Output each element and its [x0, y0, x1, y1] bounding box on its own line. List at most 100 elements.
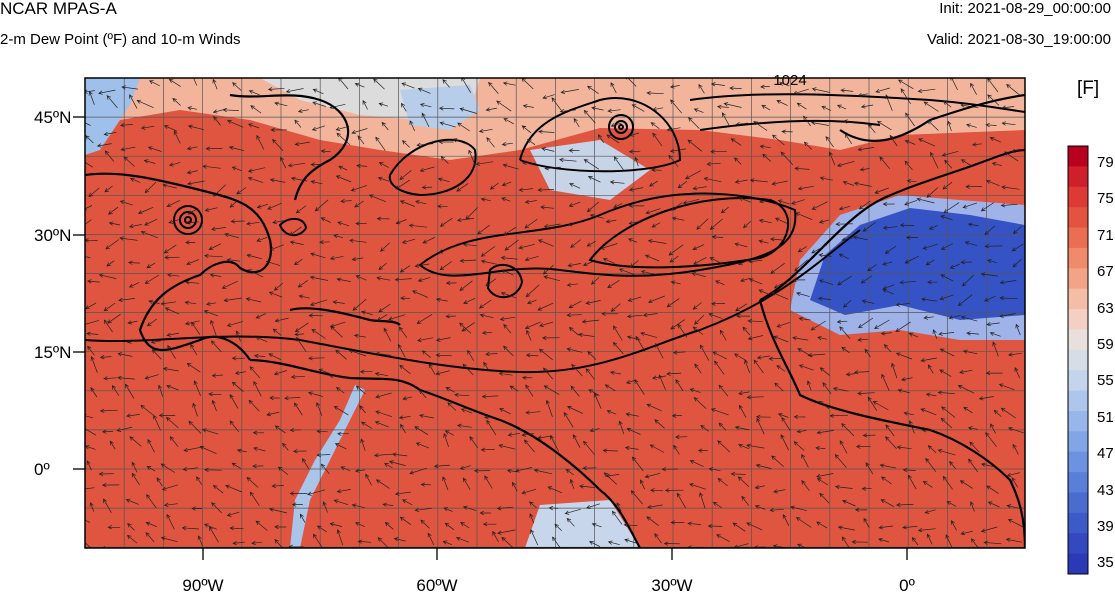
- wind-vector: [548, 505, 559, 511]
- wind-vector: [625, 412, 640, 417]
- wind-vector: [566, 347, 583, 353]
- lat-label-30n: 30ºN: [34, 226, 71, 245]
- wind-vector: [607, 280, 620, 289]
- wind-vector: [496, 100, 512, 112]
- wind-vector: [709, 257, 721, 264]
- wind-vector: [209, 273, 222, 278]
- wind-vector: [610, 303, 621, 312]
- lon-label-prime-meridian: 0º: [899, 576, 915, 595]
- wind-vector: [774, 382, 784, 392]
- wind-vector: [268, 291, 283, 298]
- wind-vector: [125, 498, 139, 505]
- wind-vector: [792, 336, 809, 341]
- wind-vector: [966, 331, 980, 336]
- wind-vector: [989, 331, 1001, 337]
- wind-vector: [482, 521, 497, 527]
- wind-vector: [435, 353, 452, 358]
- wind-vector: [885, 94, 893, 111]
- contour-line: [689, 93, 1025, 113]
- wind-vector: [150, 339, 161, 344]
- wind-vector: [399, 170, 412, 180]
- wind-vector: [862, 433, 876, 438]
- wind-vector: [221, 280, 238, 289]
- wind-vector: [316, 525, 327, 533]
- wind-vector: [755, 414, 771, 420]
- colorbar-swatch: [1068, 431, 1088, 453]
- wind-vector: [609, 370, 622, 375]
- wind-vector: [208, 392, 222, 397]
- wind-vector: [1001, 121, 1016, 126]
- wind-vector: [146, 262, 156, 269]
- coastline-north-africa: [759, 148, 1025, 301]
- wind-vector: [137, 206, 154, 215]
- wind-vector: [986, 259, 997, 264]
- wind-vector: [402, 499, 413, 506]
- wind-vector: [334, 443, 347, 450]
- wind-vector: [248, 89, 260, 96]
- wind-vector: [817, 335, 828, 341]
- wind-vector: [889, 134, 898, 147]
- wind-vector: [716, 534, 730, 543]
- wind-vector: [957, 385, 975, 394]
- wind-vector: [944, 159, 953, 169]
- wind-vector: [900, 88, 911, 105]
- wind-vector: [231, 166, 242, 172]
- wind-vector: [803, 115, 811, 127]
- wind-vector: [857, 92, 868, 98]
- wind-vector: [352, 298, 367, 311]
- wind-vector: [359, 405, 366, 414]
- wind-vector: [642, 312, 658, 318]
- wind-vector: [663, 541, 680, 546]
- wind-vector: [168, 78, 181, 87]
- coastline-europe: [839, 93, 1025, 142]
- wind-vector: [355, 275, 367, 281]
- wind-vector: [186, 170, 198, 175]
- wind-vector: [274, 317, 289, 323]
- wind-vector: [336, 489, 351, 494]
- wind-vector: [797, 185, 814, 191]
- wind-vector: [790, 199, 805, 205]
- wind-vector: [916, 197, 935, 204]
- wind-vector: [950, 520, 957, 531]
- wind-vector: [587, 85, 599, 94]
- wind-vector: [376, 216, 390, 221]
- wind-vector: [223, 297, 243, 303]
- wind-vector: [980, 526, 998, 533]
- wind-vector: [630, 490, 643, 505]
- wind-vector: [564, 549, 575, 553]
- wind-vector: [712, 501, 722, 509]
- wind-vector: [942, 100, 952, 108]
- wind-vector: [398, 415, 411, 420]
- wind-vector: [253, 446, 266, 452]
- wind-vector: [374, 371, 389, 377]
- coastline-west-africa: [758, 299, 1025, 548]
- wind-vector: [666, 371, 682, 376]
- contour-value-label: 1024: [773, 72, 806, 89]
- wind-vector: [962, 349, 978, 355]
- wind-vector: [538, 129, 555, 134]
- wind-vector: [269, 395, 280, 401]
- wind-vector: [853, 181, 872, 187]
- wind-vector: [835, 221, 854, 227]
- wind-vector: [522, 160, 536, 166]
- wind-vector: [965, 184, 982, 189]
- wind-vector: [120, 146, 136, 152]
- wind-vector: [428, 363, 436, 375]
- wind-vector: [320, 149, 331, 154]
- wind-vector: [963, 406, 973, 414]
- wind-vector: [922, 481, 933, 488]
- wind-vector: [590, 277, 600, 285]
- wind-vector: [333, 405, 349, 416]
- wind-vector: [781, 129, 793, 134]
- wind-vector: [248, 399, 260, 412]
- wind-vector: [943, 202, 960, 213]
- wind-vector: [417, 277, 431, 283]
- wind-vector: [543, 385, 560, 395]
- wind-vector: [845, 372, 856, 377]
- wind-vector: [103, 302, 116, 312]
- wind-vector: [250, 105, 262, 114]
- wind-vector: [503, 226, 517, 236]
- wind-vector: [420, 482, 432, 487]
- wind-vector: [740, 277, 751, 283]
- colorbar-swatch: [1068, 329, 1088, 351]
